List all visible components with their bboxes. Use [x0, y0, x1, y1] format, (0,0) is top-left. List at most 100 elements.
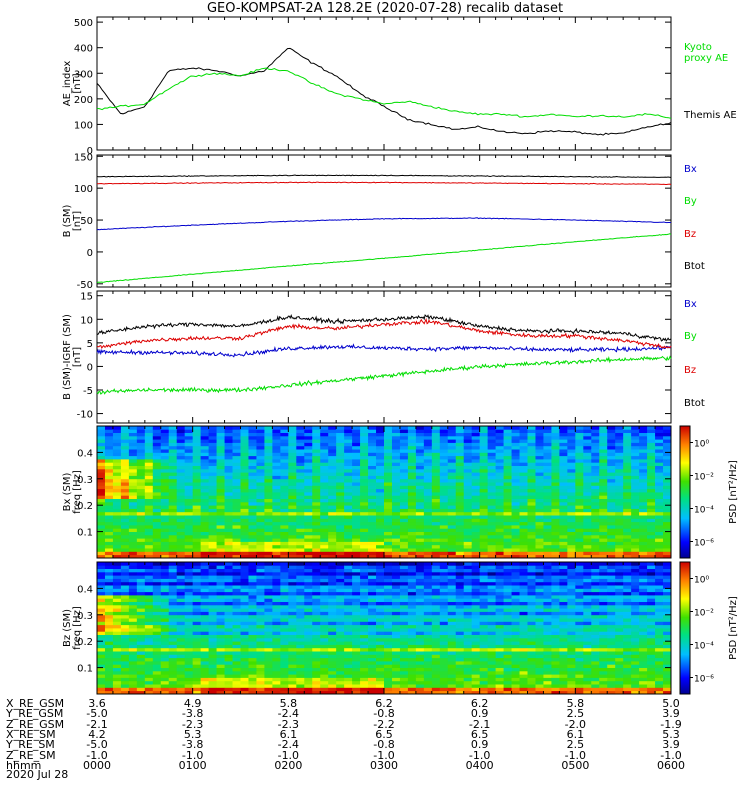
- spectrogram-cell: [128, 508, 138, 513]
- spectrogram-cell: [104, 498, 114, 503]
- spectrogram-cell: [128, 465, 138, 470]
- spectrogram-cell: [192, 501, 202, 506]
- spectrogram-cell: [240, 614, 249, 619]
- spectrogram-cell: [583, 465, 592, 470]
- spectrogram-cell: [344, 670, 353, 675]
- spectrogram-cell: [304, 429, 313, 433]
- spectrogram-cell: [208, 492, 217, 496]
- spectrogram-cell: [176, 432, 186, 437]
- spectrogram-cell: [415, 435, 425, 440]
- spectrogram-cell: [368, 664, 377, 668]
- spectrogram-cell: [479, 455, 489, 460]
- spectrogram-cell: [575, 452, 584, 457]
- spectrogram-cell: [607, 518, 616, 523]
- spectrogram-cell: [288, 568, 297, 573]
- spectrogram-cell: [391, 644, 401, 649]
- spectrogram-cell: [336, 651, 345, 655]
- spectrogram-cell: [296, 455, 305, 460]
- spectrogram-cell: [423, 541, 433, 546]
- spectrogram-cell: [535, 472, 544, 476]
- spectrogram-cell: [352, 687, 361, 692]
- spectrogram-cell: [471, 505, 481, 509]
- spectrogram-cell: [415, 445, 425, 450]
- spectrogram-cell: [312, 488, 321, 493]
- spectrogram-cell: [607, 472, 616, 476]
- spectrogram-cell: [591, 538, 600, 542]
- spectrogram-cell: [663, 534, 672, 539]
- spectrogram-cell: [607, 515, 616, 519]
- spectrogram-cell: [168, 534, 178, 539]
- spectrogram-cell: [120, 439, 130, 443]
- spectrogram-cell: [288, 435, 297, 440]
- spectrogram-cell: [160, 565, 170, 569]
- spectrogram-cell: [200, 551, 210, 556]
- spectrogram-cell: [368, 644, 377, 649]
- spectrogram-cell: [647, 445, 656, 450]
- spectrogram-cell: [184, 455, 194, 460]
- spectrogram-cell: [495, 475, 504, 480]
- spectrogram-cell: [97, 680, 106, 685]
- spectrogram-cell: [168, 591, 178, 596]
- spectrogram-cell: [184, 521, 194, 526]
- spectrogram-cell: [384, 462, 393, 466]
- spectrogram-cell: [368, 538, 377, 542]
- spectrogram-cell: [320, 604, 329, 609]
- spectrogram-cell: [120, 442, 130, 447]
- spectrogram-cell: [368, 595, 377, 599]
- spectrogram-cell: [431, 478, 441, 483]
- spectrogram-cell: [304, 511, 313, 516]
- spectrogram-cell: [216, 452, 225, 457]
- spectrogram-cell: [224, 657, 233, 662]
- spectrogram-cell: [368, 562, 377, 566]
- spectrogram-cell: [120, 515, 130, 519]
- spectrogram-cell: [336, 548, 345, 552]
- spectrogram-cell: [136, 568, 146, 573]
- spectrogram-cell: [423, 525, 433, 529]
- spectrogram-cell: [407, 554, 417, 559]
- spectrogram-cell: [224, 661, 233, 665]
- spectrogram-cell: [208, 475, 217, 480]
- spectrogram-cell: [391, 684, 401, 688]
- spectrogram-cell: [423, 495, 433, 499]
- spectrogram-cell: [384, 515, 393, 519]
- spectrogram-cell: [280, 568, 289, 573]
- spectrogram-cell: [136, 452, 146, 457]
- spectrogram-cell: [559, 465, 568, 470]
- spectrogram-cell: [104, 508, 114, 513]
- spectrogram-cell: [264, 515, 273, 519]
- spectrogram-cell: [407, 591, 417, 596]
- spectrogram-cell: [120, 624, 130, 629]
- spectrogram-cell: [208, 544, 217, 549]
- spectrogram-cell: [391, 667, 401, 672]
- spectrogram-cell: [527, 551, 536, 556]
- spectrogram-cell: [360, 538, 369, 542]
- spectrogram-cell: [559, 426, 568, 430]
- spectrogram-cell: [599, 478, 608, 483]
- spectrogram-cell: [200, 634, 210, 639]
- spectrogram-cell: [439, 521, 449, 526]
- spectrogram-cell: [184, 432, 194, 437]
- spectrogram-cell: [647, 541, 656, 546]
- spectrogram-cell: [120, 690, 130, 695]
- spectrogram-cell: [240, 501, 249, 506]
- spectrogram-cell: [655, 518, 664, 523]
- spectrogram-cell: [120, 492, 130, 496]
- spectrogram-cell: [272, 654, 281, 659]
- spectrogram-cell: [559, 442, 568, 447]
- spectrogram-cell: [535, 468, 544, 473]
- spectrogram-cell: [120, 528, 130, 532]
- spectrogram-cell: [97, 637, 106, 642]
- spectrogram-cell: [280, 621, 289, 626]
- spectrogram-cell: [655, 554, 664, 559]
- spectrogram-cell: [455, 515, 465, 519]
- spectrogram-cell: [320, 508, 329, 513]
- spectrogram-cell: [312, 562, 321, 566]
- spectrogram-cell: [168, 511, 178, 516]
- spectrogram-cell: [471, 485, 481, 490]
- spectrogram-cell: [384, 654, 393, 659]
- spectrogram-cell: [184, 591, 194, 596]
- spectrogram-cell: [647, 432, 656, 437]
- spectrogram-cell: [312, 618, 321, 622]
- spectrogram-cell: [216, 644, 225, 649]
